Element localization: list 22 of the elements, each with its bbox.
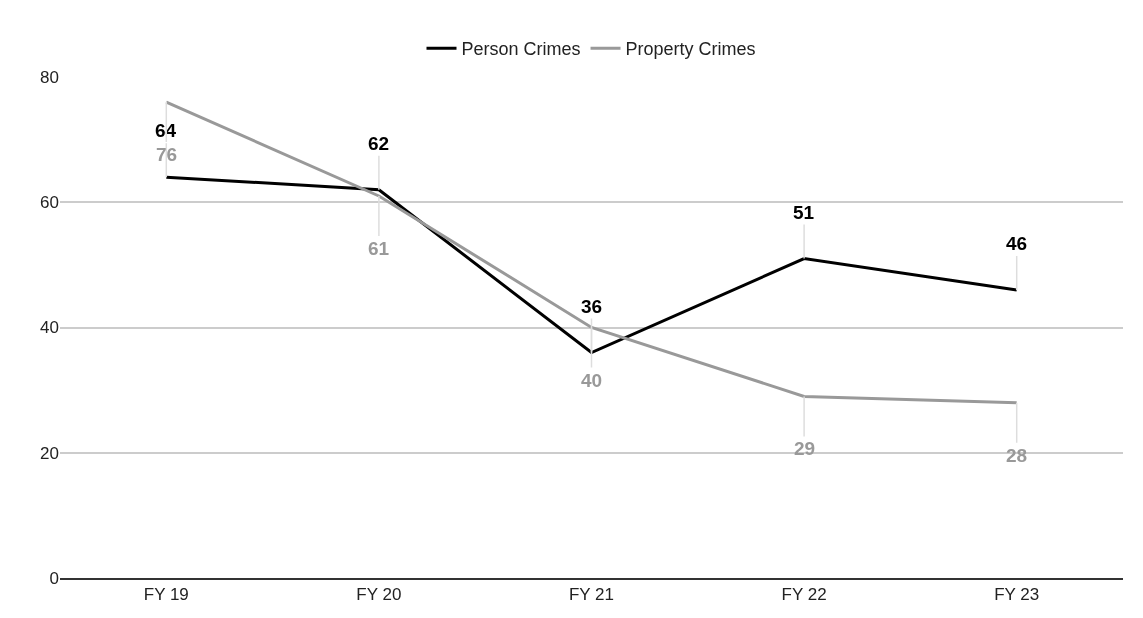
data-label: 46	[1006, 233, 1028, 254]
y-tick-label: 0	[49, 568, 59, 588]
data-label: 61	[368, 238, 390, 259]
y-tick-label: 20	[40, 443, 59, 463]
data-label: 76	[156, 144, 178, 165]
x-tick-label: FY 21	[568, 585, 615, 605]
y-tick-label: 60	[40, 193, 59, 213]
y-tick-label: 40	[40, 318, 59, 338]
legend-label: Person Crimes	[461, 39, 581, 60]
x-tick-label: FY 19	[143, 585, 189, 605]
x-tick-label: FY 23	[994, 585, 1040, 605]
y-tick-label: 80	[40, 67, 59, 87]
data-label: 51	[793, 202, 815, 223]
data-label: 64	[155, 120, 177, 141]
x-tick-label: FY 20	[356, 585, 402, 605]
data-label: 62	[368, 133, 390, 154]
data-label: 36	[581, 296, 603, 317]
data-label: 40	[581, 370, 603, 391]
data-label: 28	[1006, 445, 1028, 466]
legend-label: Property Crimes	[625, 39, 756, 60]
data-label: 29	[794, 438, 816, 459]
x-tick-label: FY 22	[781, 585, 827, 605]
